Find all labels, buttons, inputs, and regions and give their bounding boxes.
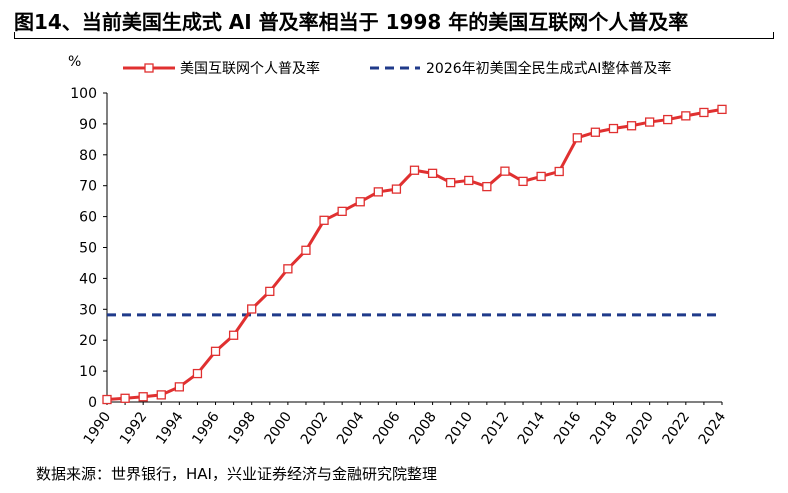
data-point bbox=[174, 382, 185, 392]
data-point bbox=[464, 175, 474, 186]
x-tick-label: 2002 bbox=[298, 409, 332, 447]
y-tick-label: 40 bbox=[79, 271, 97, 287]
x-tick-label: 1992 bbox=[117, 409, 151, 447]
x-tick-label: 2018 bbox=[587, 409, 621, 447]
x-tick-label: 2020 bbox=[623, 409, 657, 447]
data-point bbox=[373, 187, 383, 197]
data-point bbox=[699, 107, 709, 118]
data-point bbox=[265, 286, 275, 297]
data-point bbox=[192, 368, 203, 379]
data-point bbox=[228, 330, 239, 340]
x-tick-label: 2004 bbox=[334, 409, 368, 447]
data-point bbox=[446, 177, 456, 188]
y-tick-label: 0 bbox=[88, 395, 97, 411]
data-point bbox=[283, 264, 293, 274]
data-point bbox=[138, 392, 148, 402]
data-point bbox=[247, 304, 257, 314]
data-point bbox=[644, 117, 655, 127]
rule-tick-right bbox=[773, 32, 774, 39]
x-tick-label: 2006 bbox=[370, 409, 404, 447]
x-tick-label: 2014 bbox=[515, 409, 549, 447]
y-tick-label: 20 bbox=[79, 333, 97, 349]
source-note: 数据来源：世界银行，HAI，兴业证券经济与金融研究院整理 bbox=[36, 465, 437, 483]
data-point bbox=[717, 104, 727, 115]
y-tick-label: 10 bbox=[79, 364, 97, 380]
data-point bbox=[355, 197, 365, 207]
data-point bbox=[626, 121, 637, 131]
data-point bbox=[301, 245, 311, 255]
legend-label-genai: 2026年初美国全民生成式AI整体普及率 bbox=[426, 60, 671, 77]
data-point bbox=[102, 394, 112, 405]
series-line-internet-penetration bbox=[106, 107, 723, 402]
data-point bbox=[319, 215, 329, 225]
data-point bbox=[409, 165, 420, 175]
x-tick-label: 1994 bbox=[153, 409, 187, 447]
data-point bbox=[427, 168, 438, 178]
data-point bbox=[337, 206, 347, 216]
x-tick-label: 1996 bbox=[189, 409, 223, 447]
data-point bbox=[536, 171, 546, 182]
data-point bbox=[210, 346, 221, 356]
x-tick-label: 1990 bbox=[81, 409, 115, 447]
title-rule bbox=[14, 38, 774, 39]
line-chart: % 0 10 20 30 40 50 60 70 80 90 100 1990 1992 1994 1996 1… bbox=[68, 54, 729, 447]
data-point bbox=[590, 127, 601, 137]
legend-label-internet: 美国互联网个人普及率 bbox=[180, 60, 320, 77]
y-tick-label: 60 bbox=[79, 210, 97, 226]
y-tick-label: 50 bbox=[79, 241, 97, 257]
x-tick-label: 2012 bbox=[479, 409, 513, 447]
data-point bbox=[572, 133, 582, 143]
data-point bbox=[391, 184, 402, 194]
x-tick-label: 2024 bbox=[696, 409, 730, 447]
y-tick-label: 90 bbox=[79, 117, 97, 133]
rule-tick-left bbox=[14, 32, 15, 39]
data-point bbox=[500, 166, 510, 176]
x-tick-label: 2022 bbox=[660, 409, 694, 447]
data-point bbox=[681, 111, 691, 121]
y-tick-label: 100 bbox=[70, 86, 97, 102]
data-point bbox=[120, 393, 130, 403]
y-tick-label: 30 bbox=[79, 302, 97, 318]
y-tick-label: 80 bbox=[79, 148, 97, 164]
x-tick-label: 1998 bbox=[225, 409, 259, 447]
x-tick-label: 2000 bbox=[262, 409, 296, 447]
data-point bbox=[608, 123, 619, 134]
x-tick-label: 2008 bbox=[406, 409, 440, 447]
y-axis-label: % bbox=[68, 54, 81, 70]
series-layer bbox=[102, 104, 727, 405]
legend-marker-internet bbox=[144, 63, 154, 73]
axes: % 0 10 20 30 40 50 60 70 80 90 100 1990 1992 1994 1996 1… bbox=[68, 54, 729, 447]
x-tick-label: 2016 bbox=[551, 409, 585, 447]
data-point bbox=[554, 166, 564, 177]
figure-title: 图14、当前美国生成式 AI 普及率相当于 1998 年的美国互联网个人普及率 bbox=[14, 10, 689, 34]
legend: 美国互联网个人普及率 2026年初美国全民生成式AI整体普及率 bbox=[123, 60, 671, 77]
data-point bbox=[156, 390, 166, 400]
data-point bbox=[482, 181, 492, 192]
y-tick-label: 70 bbox=[79, 179, 97, 195]
data-point bbox=[518, 176, 528, 187]
data-point bbox=[663, 114, 673, 125]
x-tick-label: 2010 bbox=[442, 409, 476, 447]
